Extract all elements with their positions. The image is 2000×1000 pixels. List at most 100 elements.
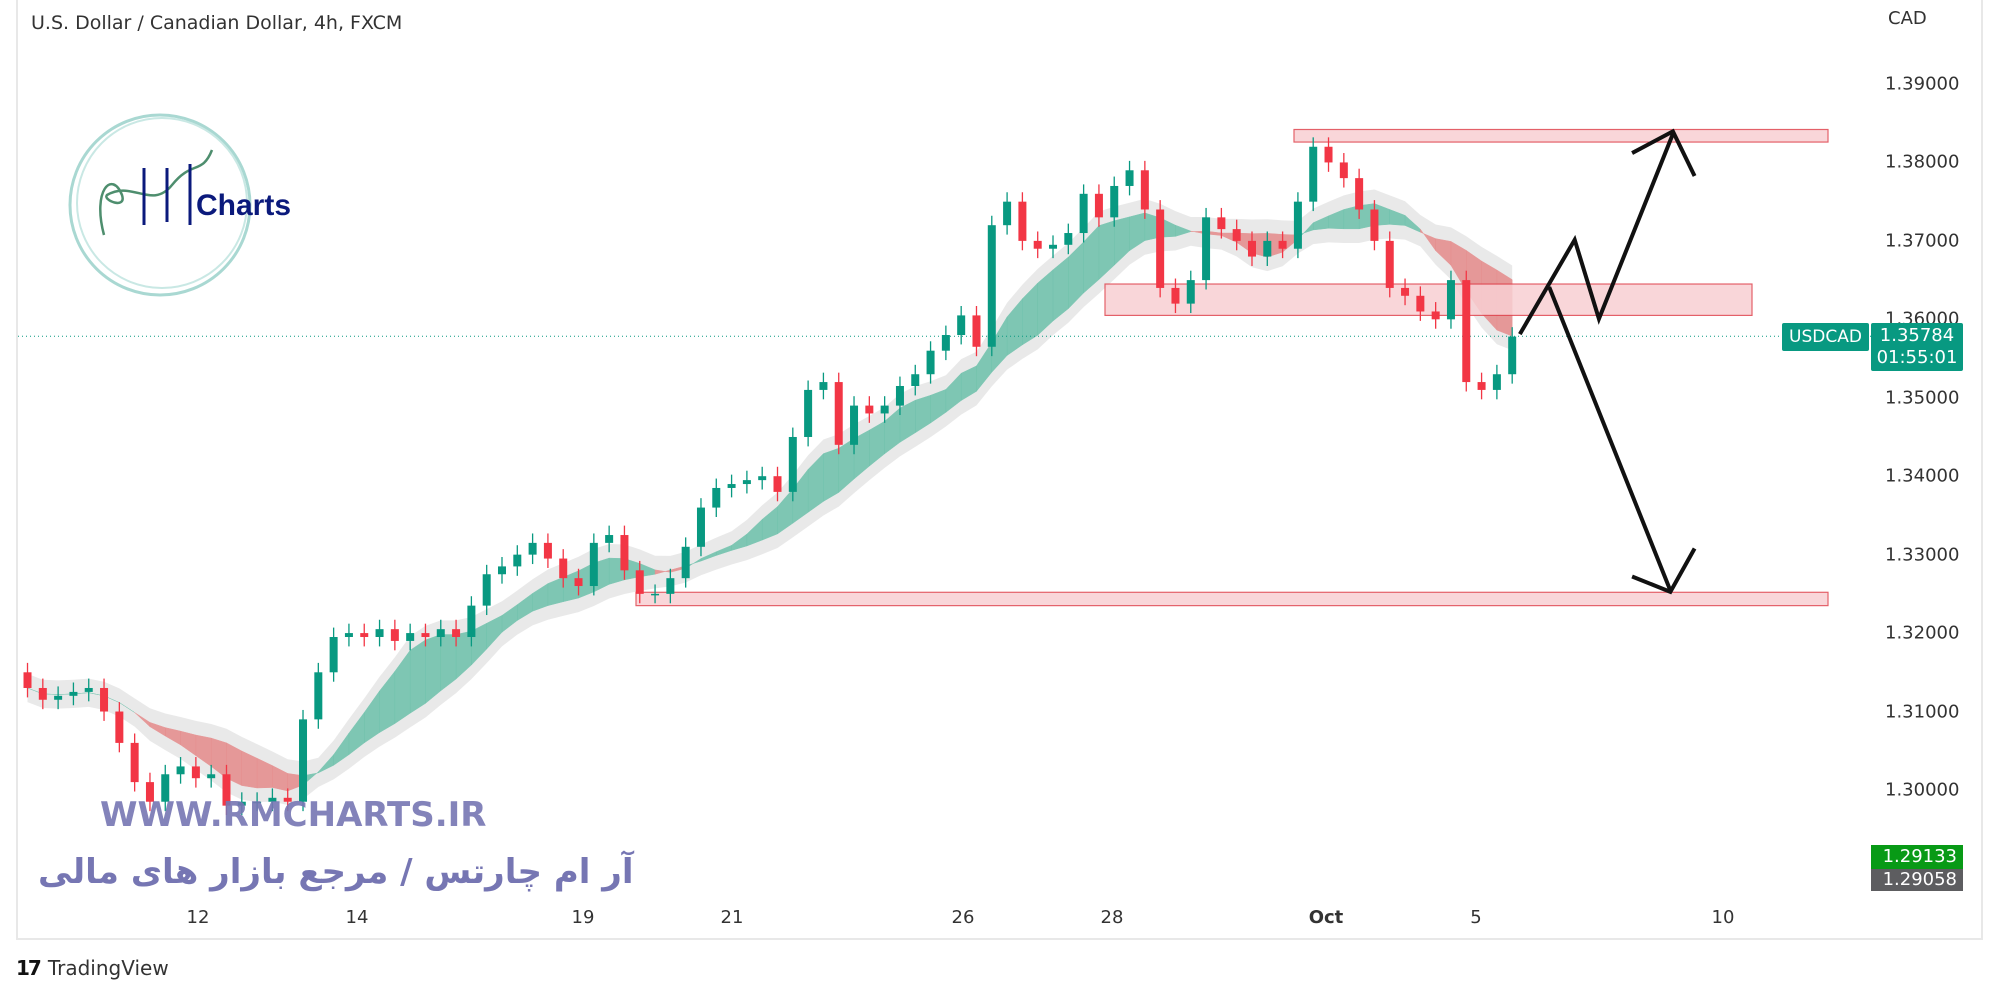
candle-body <box>176 766 185 775</box>
price-tick-label: 1.31000 <box>1885 701 1960 723</box>
time-tick-label: 10 <box>1711 907 1735 928</box>
candle-body <box>253 801 262 804</box>
price-axis-unit: CAD <box>1888 8 1927 29</box>
candle-body <box>1125 170 1134 186</box>
candle-body <box>1079 193 1088 234</box>
candle-body <box>329 637 338 673</box>
candle-body <box>1232 229 1241 241</box>
candle-body <box>299 719 308 802</box>
candle-body <box>788 436 797 492</box>
ma-envelope <box>27 189 1513 806</box>
watermark-tagline: آر ام چارتس / مرجع بازار های مالی <box>38 852 634 892</box>
bearish-scenario-arrow <box>1547 286 1673 592</box>
price-chart[interactable] <box>18 0 1985 940</box>
price-tick-label: 1.32000 <box>1885 622 1960 644</box>
candle-body <box>344 633 353 638</box>
chart-panel[interactable] <box>16 0 1983 940</box>
candle-body <box>987 225 996 347</box>
candle-body <box>1018 201 1027 241</box>
ma-ribbon-segment <box>823 447 839 502</box>
candle-body <box>712 487 721 508</box>
logo-text: Charts <box>196 189 291 222</box>
price-tick-label: 1.34000 <box>1885 465 1960 487</box>
candle-body <box>1370 209 1379 241</box>
price-label-gray: 1.29058 <box>1871 869 1963 891</box>
candle-body <box>574 578 583 587</box>
candle-body <box>1094 193 1103 218</box>
candle-body <box>436 629 445 638</box>
candle-body <box>773 476 782 492</box>
candle-body <box>1202 217 1211 281</box>
candle-body <box>819 382 828 390</box>
candle-body <box>1477 382 1486 390</box>
chart-title: U.S. Dollar / Canadian Dollar, 4h, FXCM <box>31 12 403 34</box>
watermark-url: WWW.RMCHARTS.IR <box>100 795 487 835</box>
candle-body <box>834 382 843 445</box>
time-tick-label: 21 <box>720 907 744 928</box>
candle-body <box>850 405 859 445</box>
arrowhead-down <box>1631 547 1697 595</box>
candle-body <box>941 335 950 351</box>
candle-body <box>1033 240 1042 249</box>
candle-body <box>375 629 384 638</box>
candle-body <box>727 484 736 488</box>
candle-body <box>681 546 690 579</box>
candle-body <box>696 507 705 547</box>
candle-body <box>758 476 767 481</box>
candle-body <box>467 605 476 638</box>
candle-body <box>100 687 109 712</box>
price-tick-label: 1.33000 <box>1885 544 1960 566</box>
candle-body <box>804 389 813 437</box>
candle-body <box>589 542 598 587</box>
candle-body <box>145 782 154 802</box>
candle-body <box>314 672 323 720</box>
candle-body <box>1263 240 1272 257</box>
candle-body <box>482 574 491 606</box>
tradingview-logo-icon[interactable]: 17 <box>16 956 42 980</box>
candle-body <box>1278 240 1287 249</box>
candle-body <box>84 687 93 692</box>
candle-body <box>237 801 246 806</box>
candle-body <box>23 672 32 688</box>
time-tick-label: 14 <box>345 907 369 928</box>
candle-body <box>1003 201 1012 226</box>
candle-body <box>452 629 461 638</box>
candle-body <box>513 554 522 567</box>
candle-body <box>1462 280 1471 383</box>
candle-body <box>1416 295 1425 312</box>
candle-body <box>543 542 552 559</box>
candle-body <box>742 480 751 485</box>
candle-body <box>1293 201 1302 249</box>
candle-body <box>1339 162 1348 179</box>
candle-body <box>1431 311 1440 320</box>
candle-body <box>1492 374 1501 390</box>
candle-body <box>1508 336 1517 375</box>
candle-body <box>880 405 889 414</box>
last-price-label: 1.35784 01:55:01 <box>1871 323 1963 371</box>
support-resistance-zone <box>1104 283 1753 316</box>
candle-body <box>559 558 568 579</box>
ma-ribbon-segment <box>409 639 426 714</box>
footer-brand[interactable]: TradingView <box>47 956 169 980</box>
last-price-value: 1.35784 <box>1879 325 1955 346</box>
candle-body <box>222 774 231 806</box>
candle-body <box>651 593 660 596</box>
rm-charts-logo: Charts <box>62 100 292 314</box>
candle-body <box>895 385 904 406</box>
candle-body <box>1049 244 1058 249</box>
candle-body <box>1355 178 1364 210</box>
candle-body <box>1156 209 1165 288</box>
candle-body <box>1140 170 1149 210</box>
candle-body <box>283 797 292 802</box>
arrowhead-up <box>1631 128 1697 177</box>
candle-body <box>69 691 78 696</box>
candle-body <box>1401 287 1410 296</box>
candle-body <box>360 633 369 638</box>
candle-body <box>268 797 277 802</box>
price-tick-label: 1.37000 <box>1885 230 1960 252</box>
candle-body <box>865 405 874 414</box>
bullish-scenario-arrow <box>1518 133 1675 336</box>
candle-body <box>1247 240 1256 257</box>
candle-body <box>911 374 920 386</box>
candle-body <box>207 774 216 779</box>
